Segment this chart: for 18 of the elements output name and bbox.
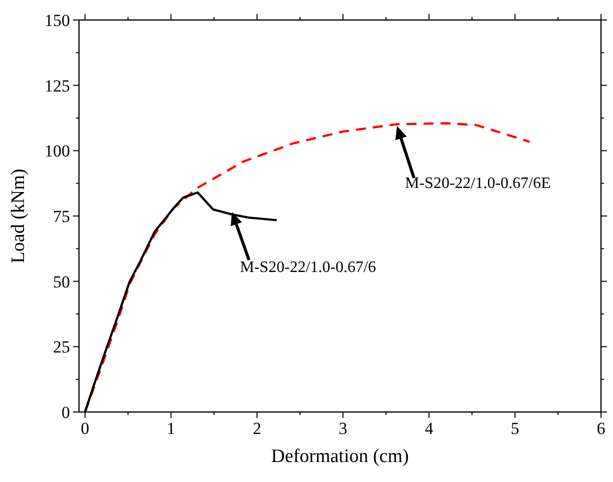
x-tick-label: 1 (166, 419, 176, 438)
x-tick-label: 4 (424, 419, 434, 438)
y-tick-label: 100 (44, 142, 70, 161)
annotation: M-S20-22/1.0-0.67/6 (240, 259, 376, 276)
x-tick-label: 5 (510, 419, 520, 438)
x-axis-title: Deformation (cm) (271, 446, 409, 467)
x-tick-label: 0 (80, 419, 90, 438)
x-tick-label: 3 (338, 419, 348, 438)
x-tick-label: 6 (596, 419, 606, 438)
y-tick-label: 125 (44, 76, 70, 96)
y-tick-label: 150 (44, 11, 70, 30)
y-tick-label: 25 (53, 338, 70, 357)
y-tick-label: 0 (62, 403, 70, 422)
y-tick-label: 50 (53, 272, 70, 292)
y-tick-label: 75 (53, 207, 70, 226)
x-tick-label: 2 (252, 419, 262, 438)
y-axis-title: Load (kNm) (8, 168, 29, 264)
annotation: M-S20-22/1.0-0.67/6E (405, 175, 551, 192)
